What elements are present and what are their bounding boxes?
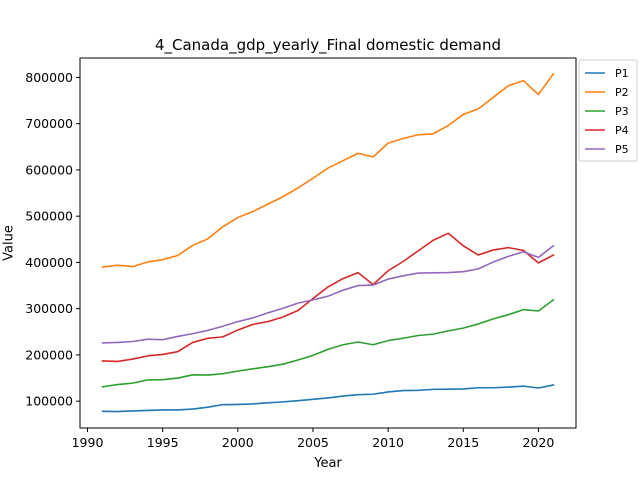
y-tick-label: 400000 — [25, 255, 73, 270]
series-line-p5 — [101, 244, 555, 344]
y-tick-label: 100000 — [25, 394, 73, 409]
x-axis-ticks: 1990 1995 2000 2005 2010 2015 2020 — [72, 428, 555, 450]
series-line-p3 — [101, 298, 555, 388]
plot-frame — [79, 57, 577, 429]
x-tick-label: 1990 — [72, 435, 104, 450]
series-line-p1 — [101, 384, 555, 413]
chart-title: 4_Canada_gdp_yearly_Final domestic deman… — [155, 36, 501, 55]
plot-lines — [101, 72, 555, 413]
legend-label: P1 — [615, 67, 629, 80]
x-axis-title: Year — [313, 456, 342, 471]
series-line-p4 — [101, 232, 555, 363]
legend-box — [578, 59, 638, 162]
y-tick-label: 600000 — [25, 162, 73, 177]
y-tick-label: 500000 — [25, 209, 73, 224]
x-tick-label: 1995 — [147, 435, 179, 450]
x-tick-label: 2015 — [447, 435, 479, 450]
legend-label: P4 — [615, 124, 629, 137]
legend-label: P5 — [615, 143, 629, 156]
legend-label: P2 — [615, 86, 629, 99]
y-tick-label: 300000 — [25, 301, 73, 316]
y-tick-label: 700000 — [25, 116, 73, 131]
y-tick-label: 800000 — [25, 70, 73, 85]
series-line-p2 — [101, 72, 555, 268]
y-axis-title: Value — [2, 225, 17, 261]
legend: P1 P2 P3 P4 P5 — [578, 59, 638, 162]
x-tick-label: 2000 — [222, 435, 254, 450]
x-tick-label: 2010 — [372, 435, 404, 450]
legend-label: P3 — [615, 105, 629, 118]
x-tick-label: 2020 — [523, 435, 555, 450]
y-axis-ticks: 100000 200000 300000 400000 500000 600000 7000… — [25, 70, 80, 409]
x-tick-label: 2005 — [297, 435, 329, 450]
y-tick-label: 200000 — [25, 347, 73, 362]
